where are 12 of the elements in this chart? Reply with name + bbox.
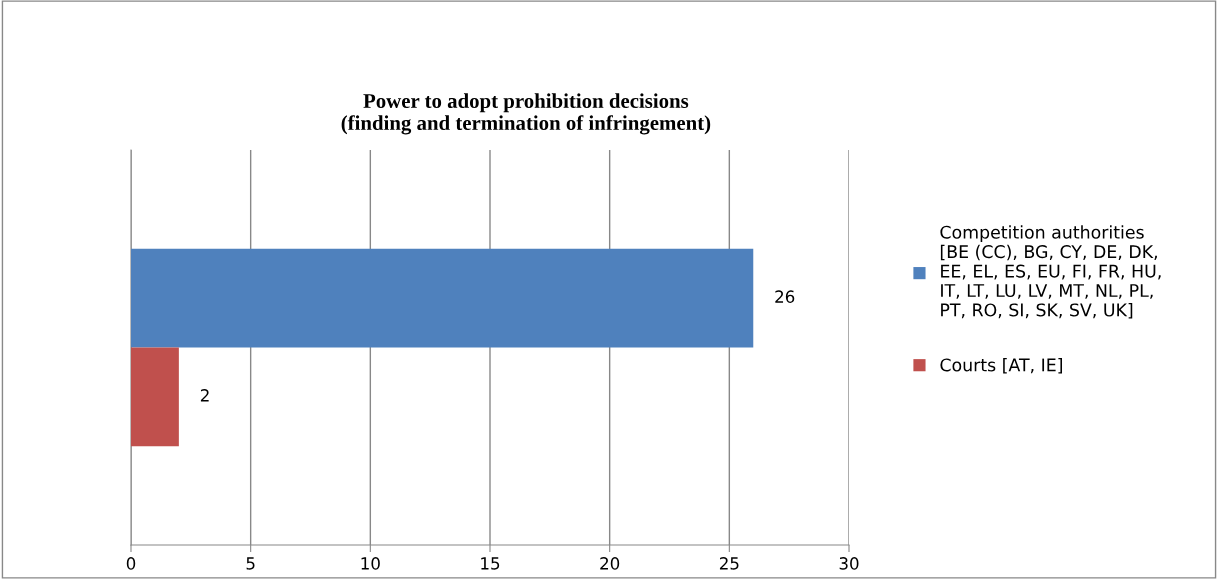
x-tick-label: 5: [246, 557, 255, 570]
x-tick-label: 10: [361, 557, 380, 570]
legend-label: Courts [AT, IE]: [940, 358, 1062, 374]
x-tick-label: 20: [600, 557, 620, 570]
x-tick-label: 30: [839, 557, 859, 570]
legend-label: Competition authorities [BE (CC), BG, CY, DE, DK, EE, EL, ES, EU, FI, FR, HU, IT, LT, LU, LV, MT, NL, PL, PT, RO, SI, SK, SV, UK]: [940, 225, 1161, 319]
x-tick-label: 25: [719, 557, 739, 570]
x-tick-label: 15: [481, 557, 500, 570]
chart-title: Power to adopt prohibition decisions (finding and termination of infringement): [341, 93, 711, 135]
x-tick-label: 0: [126, 557, 136, 570]
data-label: 26: [775, 290, 795, 303]
data-label: 2: [200, 389, 209, 402]
